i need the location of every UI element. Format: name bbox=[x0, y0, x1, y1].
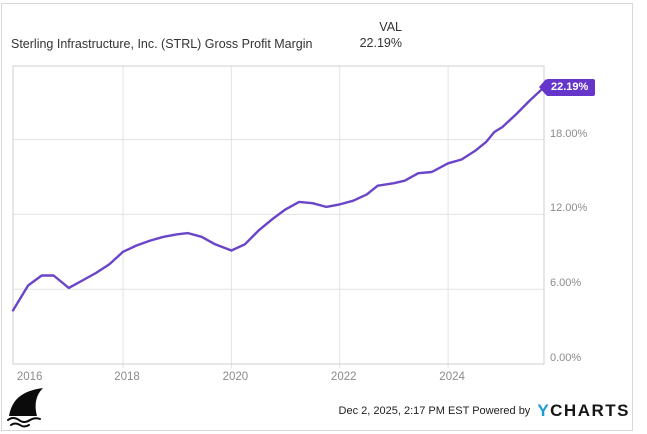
y-axis-tick-label: 18.00% bbox=[550, 127, 588, 140]
ycharts-logo[interactable]: YCHARTS bbox=[537, 401, 630, 421]
x-axis-tick-label: 2024 bbox=[439, 371, 465, 383]
x-axis-tick-label: 2018 bbox=[114, 371, 140, 383]
y-axis-tick-label: 12.00% bbox=[550, 202, 588, 215]
x-axis-tick-label: 2022 bbox=[330, 371, 357, 383]
timestamp: Dec 2, 2025, 2:17 PM EST Powered by bbox=[338, 405, 531, 417]
ycharts-logo-charts: CHARTS bbox=[550, 401, 630, 420]
footer: Dec 2, 2025, 2:17 PM EST Powered by YCHA… bbox=[339, 400, 630, 422]
ycharts-logo-y: Y bbox=[537, 401, 551, 420]
current-value: 22.19% bbox=[359, 36, 402, 50]
x-axis-tick-label: 2016 bbox=[16, 371, 43, 383]
y-axis-tick-label: 6.00% bbox=[550, 277, 582, 290]
chart-card bbox=[1, 3, 633, 431]
val-column-header: VAL bbox=[379, 20, 402, 34]
shark-fin-icon bbox=[7, 388, 43, 428]
x-axis-tick-label: 2020 bbox=[222, 371, 249, 383]
legend-value-column: VAL 22.19% bbox=[320, 20, 402, 50]
y-axis-tick-label: 0.00% bbox=[550, 352, 582, 364]
chart-title: Sterling Infrastructure, Inc. (STRL) Gro… bbox=[11, 37, 313, 51]
last-value-tag: 22.19% bbox=[538, 78, 596, 96]
